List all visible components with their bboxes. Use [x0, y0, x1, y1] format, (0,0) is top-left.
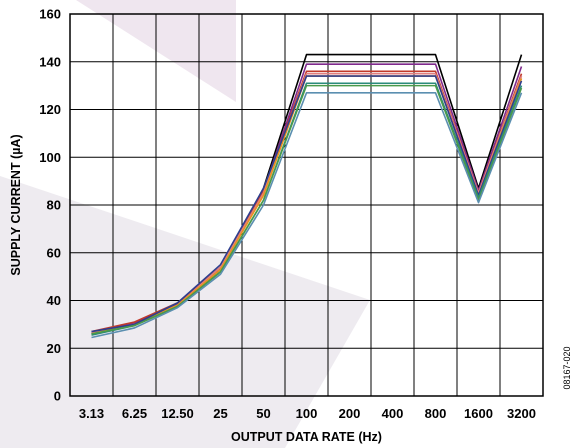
y-tick-label: 140	[39, 54, 61, 69]
y-tick-label: 160	[39, 7, 61, 22]
x-tick-label: 3.13	[79, 406, 104, 421]
plot-frame	[69, 13, 544, 397]
y-tick-label: 120	[39, 102, 61, 117]
y-axis-label: SUPPLY CURRENT (µA)	[9, 134, 23, 275]
y-tick-label: 0	[54, 389, 61, 404]
x-tick-label: 25	[213, 406, 227, 421]
series-lines	[91, 53, 523, 339]
x-tick-label: 800	[425, 406, 447, 421]
y-tick-label: 20	[47, 341, 61, 356]
series-line-9	[91, 91, 523, 339]
x-tick-label: 200	[339, 406, 361, 421]
series-line-6	[91, 75, 523, 333]
x-tick-label: 1600	[464, 406, 493, 421]
watermark-triangle-bottom	[0, 176, 370, 448]
y-tick-label: 40	[47, 293, 61, 308]
x-tick-label: 3200	[507, 406, 536, 421]
x-tick-label: 100	[296, 406, 318, 421]
x-tick-label: 400	[382, 406, 404, 421]
y-tick-label: 60	[47, 245, 61, 260]
y-tick-labels: 0 20 40 60 80 100 120 140 160	[39, 7, 61, 404]
x-tick-labels: 3.13 6.25 12.50 25 50 100 200 400 800 1600 3200	[79, 406, 536, 421]
x-tick-label: 50	[256, 406, 270, 421]
x-tick-label: 12.50	[161, 406, 194, 421]
x-tick-label: 6.25	[122, 406, 147, 421]
series-line-8	[91, 84, 523, 335]
x-axis-label: OUTPUT DATA RATE (Hz)	[231, 430, 382, 444]
figure-id: 08167-020	[562, 346, 572, 389]
y-tick-label: 100	[39, 150, 61, 165]
y-tick-label: 80	[47, 198, 61, 213]
